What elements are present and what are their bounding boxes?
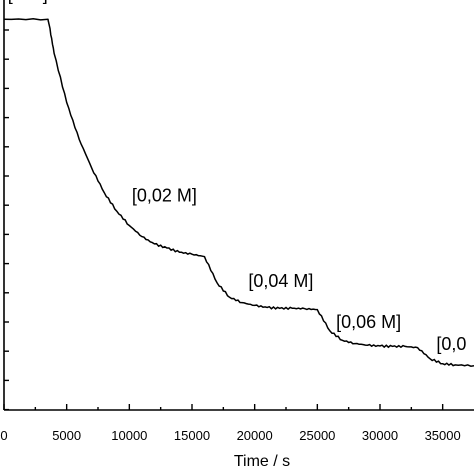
x-tick-label: 20000 — [237, 428, 273, 443]
annotation-label: [0 M] — [8, 0, 48, 4]
x-tick-label: 0 — [0, 428, 7, 443]
x-tick-label: 25000 — [299, 428, 335, 443]
x-tick-label: 30000 — [362, 428, 398, 443]
x-axis-label: Time / s — [234, 453, 290, 470]
annotation-label: [0,0 — [436, 334, 466, 354]
annotation-label: [0,02 M] — [132, 186, 197, 206]
x-tick-label: 35000 — [425, 428, 461, 443]
annotation-label: [0,06 M] — [336, 312, 401, 332]
annotations: [0 M] [0,02 M] [0,04 M] [0,06 M] [0,0 — [8, 0, 467, 354]
x-tick-label: 5000 — [52, 428, 81, 443]
x-ticks — [3, 404, 444, 410]
annotation-label: [0,04 M] — [248, 271, 313, 291]
x-tick-label: 10000 — [111, 428, 147, 443]
y-ticks — [4, 29, 9, 411]
series-line — [3, 18, 474, 367]
x-tick-label: 15000 — [174, 428, 210, 443]
plot-area: 0 5000 10000 15000 20000 25000 30000 35000 [0 M… — [0, 0, 474, 443]
x-tick-labels: 0 5000 10000 15000 20000 25000 30000 35000 — [0, 428, 460, 443]
